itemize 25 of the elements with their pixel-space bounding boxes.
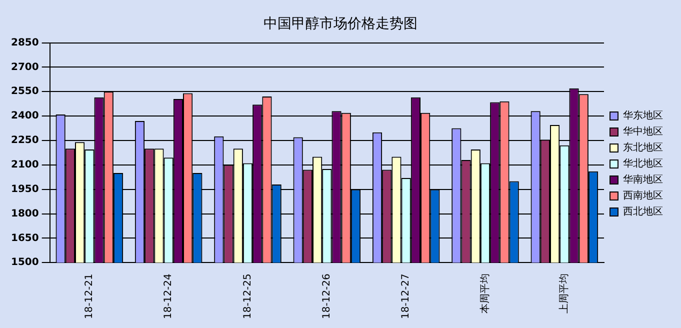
- y-tick-label: 1950: [10, 184, 39, 195]
- x-tick-label: 18-12-27: [400, 274, 412, 319]
- legend-label: 西北地区: [623, 206, 663, 218]
- legend-label: 西南地区: [623, 190, 663, 202]
- y-tick-label: 1800: [10, 208, 39, 220]
- y-tick-label: 2550: [10, 86, 39, 98]
- x-tick-label: 18-12-24: [163, 274, 174, 319]
- x-tick-label: 18-12-25: [242, 274, 254, 319]
- x-tick-label: 上周平均: [558, 274, 570, 314]
- y-tick-label: 2100: [10, 160, 39, 171]
- legend-label: 东北地区: [623, 142, 663, 154]
- x-tick-label: 18-12-26: [322, 274, 333, 319]
- y-tick-label: 2850: [10, 37, 39, 48]
- legend-label: 华中地区: [623, 126, 663, 138]
- x-tick-label: 本周平均: [478, 274, 491, 314]
- chart-title: 中国甲醇市场价格走势图: [264, 16, 418, 32]
- legend-label: 华南地区: [623, 174, 663, 186]
- y-tick-label: 2700: [10, 62, 39, 73]
- y-tick-label: 1500: [10, 257, 39, 268]
- legend-label: 华东地区: [623, 110, 663, 122]
- y-tick-label: 1650: [10, 232, 39, 244]
- y-tick-label: 2250: [10, 135, 39, 146]
- legend-label: 华北地区: [623, 158, 663, 170]
- x-tick-label: 18-12-21: [84, 274, 96, 319]
- y-tick-label: 2400: [10, 110, 39, 122]
